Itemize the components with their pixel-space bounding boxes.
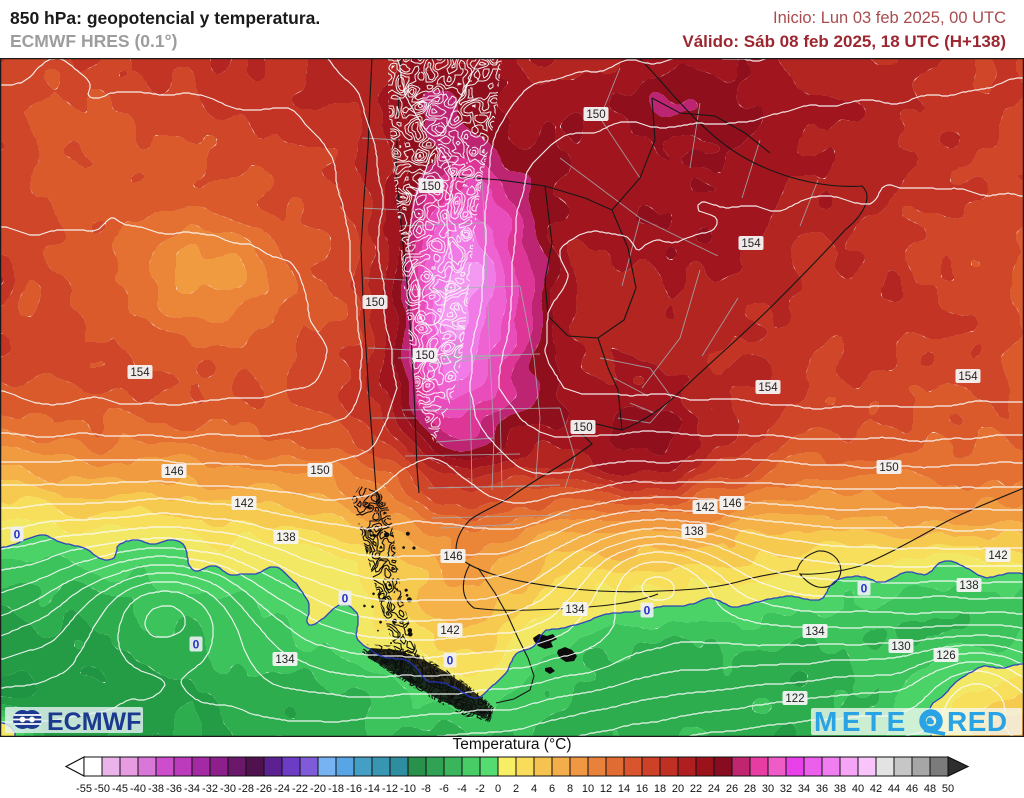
svg-text:142: 142 bbox=[234, 498, 253, 510]
svg-text:142: 142 bbox=[695, 502, 714, 514]
svg-text:138: 138 bbox=[959, 580, 978, 592]
svg-text:150: 150 bbox=[573, 422, 592, 434]
svg-text:14: 14 bbox=[618, 783, 630, 795]
svg-text:150: 150 bbox=[365, 297, 384, 309]
svg-text:122: 122 bbox=[785, 693, 804, 705]
svg-text:146: 146 bbox=[443, 551, 462, 563]
svg-text:32: 32 bbox=[780, 783, 792, 795]
svg-text:146: 146 bbox=[164, 466, 183, 478]
svg-text:134: 134 bbox=[805, 626, 825, 638]
svg-text:154: 154 bbox=[741, 238, 761, 250]
svg-text:142: 142 bbox=[440, 625, 459, 637]
svg-text:134: 134 bbox=[275, 654, 295, 666]
svg-text:-50: -50 bbox=[94, 783, 110, 795]
svg-text:130: 130 bbox=[891, 641, 910, 653]
svg-text:-26: -26 bbox=[256, 783, 272, 795]
svg-text:38: 38 bbox=[834, 783, 846, 795]
svg-text:150: 150 bbox=[879, 462, 898, 474]
svg-text:-24: -24 bbox=[274, 783, 290, 795]
svg-text:-40: -40 bbox=[130, 783, 146, 795]
svg-text:134: 134 bbox=[565, 604, 585, 616]
svg-text:18: 18 bbox=[654, 783, 666, 795]
svg-text:-4: -4 bbox=[457, 783, 467, 795]
svg-text:12: 12 bbox=[600, 783, 612, 795]
svg-text:34: 34 bbox=[798, 783, 810, 795]
svg-text:36: 36 bbox=[816, 783, 828, 795]
svg-text:-45: -45 bbox=[112, 783, 128, 795]
svg-text:10: 10 bbox=[582, 783, 594, 795]
svg-text:-8: -8 bbox=[421, 783, 431, 795]
svg-text:154: 154 bbox=[130, 367, 150, 379]
svg-text:-2: -2 bbox=[475, 783, 485, 795]
svg-text:METE: METE bbox=[814, 706, 910, 737]
svg-text:8: 8 bbox=[567, 783, 573, 795]
svg-text:0: 0 bbox=[193, 638, 200, 652]
svg-text:-36: -36 bbox=[166, 783, 182, 795]
svg-text:28: 28 bbox=[744, 783, 756, 795]
svg-text:138: 138 bbox=[684, 526, 703, 538]
svg-text:-34: -34 bbox=[184, 783, 200, 795]
svg-text:0: 0 bbox=[495, 783, 501, 795]
svg-text:-18: -18 bbox=[328, 783, 344, 795]
svg-text:24: 24 bbox=[708, 783, 720, 795]
svg-text:46: 46 bbox=[906, 783, 918, 795]
svg-text:20: 20 bbox=[672, 783, 684, 795]
svg-text:154: 154 bbox=[758, 382, 778, 394]
svg-text:RED: RED bbox=[947, 706, 1008, 737]
svg-text:0: 0 bbox=[14, 528, 21, 542]
svg-text:-20: -20 bbox=[310, 783, 326, 795]
svg-text:-12: -12 bbox=[382, 783, 398, 795]
svg-text:-10: -10 bbox=[400, 783, 416, 795]
svg-text:150: 150 bbox=[310, 465, 329, 477]
svg-text:42: 42 bbox=[870, 783, 882, 795]
svg-text:146: 146 bbox=[722, 498, 741, 510]
svg-text:138: 138 bbox=[276, 532, 295, 544]
svg-text:-28: -28 bbox=[238, 783, 254, 795]
svg-text:-55: -55 bbox=[76, 783, 92, 795]
svg-text:6: 6 bbox=[549, 783, 555, 795]
svg-text:-6: -6 bbox=[439, 783, 449, 795]
svg-text:16: 16 bbox=[636, 783, 648, 795]
svg-text:150: 150 bbox=[415, 350, 434, 362]
svg-text:ECMWF: ECMWF bbox=[47, 708, 141, 736]
svg-text:-38: -38 bbox=[148, 783, 164, 795]
svg-text:4: 4 bbox=[531, 783, 537, 795]
svg-text:-30: -30 bbox=[220, 783, 236, 795]
svg-text:154: 154 bbox=[958, 371, 978, 383]
svg-text:-32: -32 bbox=[202, 783, 218, 795]
svg-text:0: 0 bbox=[447, 654, 454, 668]
svg-text:150: 150 bbox=[421, 181, 440, 193]
svg-text:0: 0 bbox=[644, 604, 651, 618]
svg-text:40: 40 bbox=[852, 783, 864, 795]
svg-text:0: 0 bbox=[861, 582, 868, 596]
svg-text:-16: -16 bbox=[346, 783, 362, 795]
svg-text:26: 26 bbox=[726, 783, 738, 795]
svg-text:2: 2 bbox=[513, 783, 519, 795]
svg-text:44: 44 bbox=[888, 783, 900, 795]
svg-text:30: 30 bbox=[762, 783, 774, 795]
svg-text:150: 150 bbox=[586, 109, 605, 121]
svg-text:50: 50 bbox=[942, 783, 954, 795]
svg-text:-22: -22 bbox=[292, 783, 308, 795]
svg-text:0: 0 bbox=[342, 592, 349, 606]
svg-text:142: 142 bbox=[988, 550, 1007, 562]
svg-text:126: 126 bbox=[936, 650, 955, 662]
svg-text:48: 48 bbox=[924, 783, 936, 795]
svg-text:-14: -14 bbox=[364, 783, 380, 795]
svg-text:22: 22 bbox=[690, 783, 702, 795]
